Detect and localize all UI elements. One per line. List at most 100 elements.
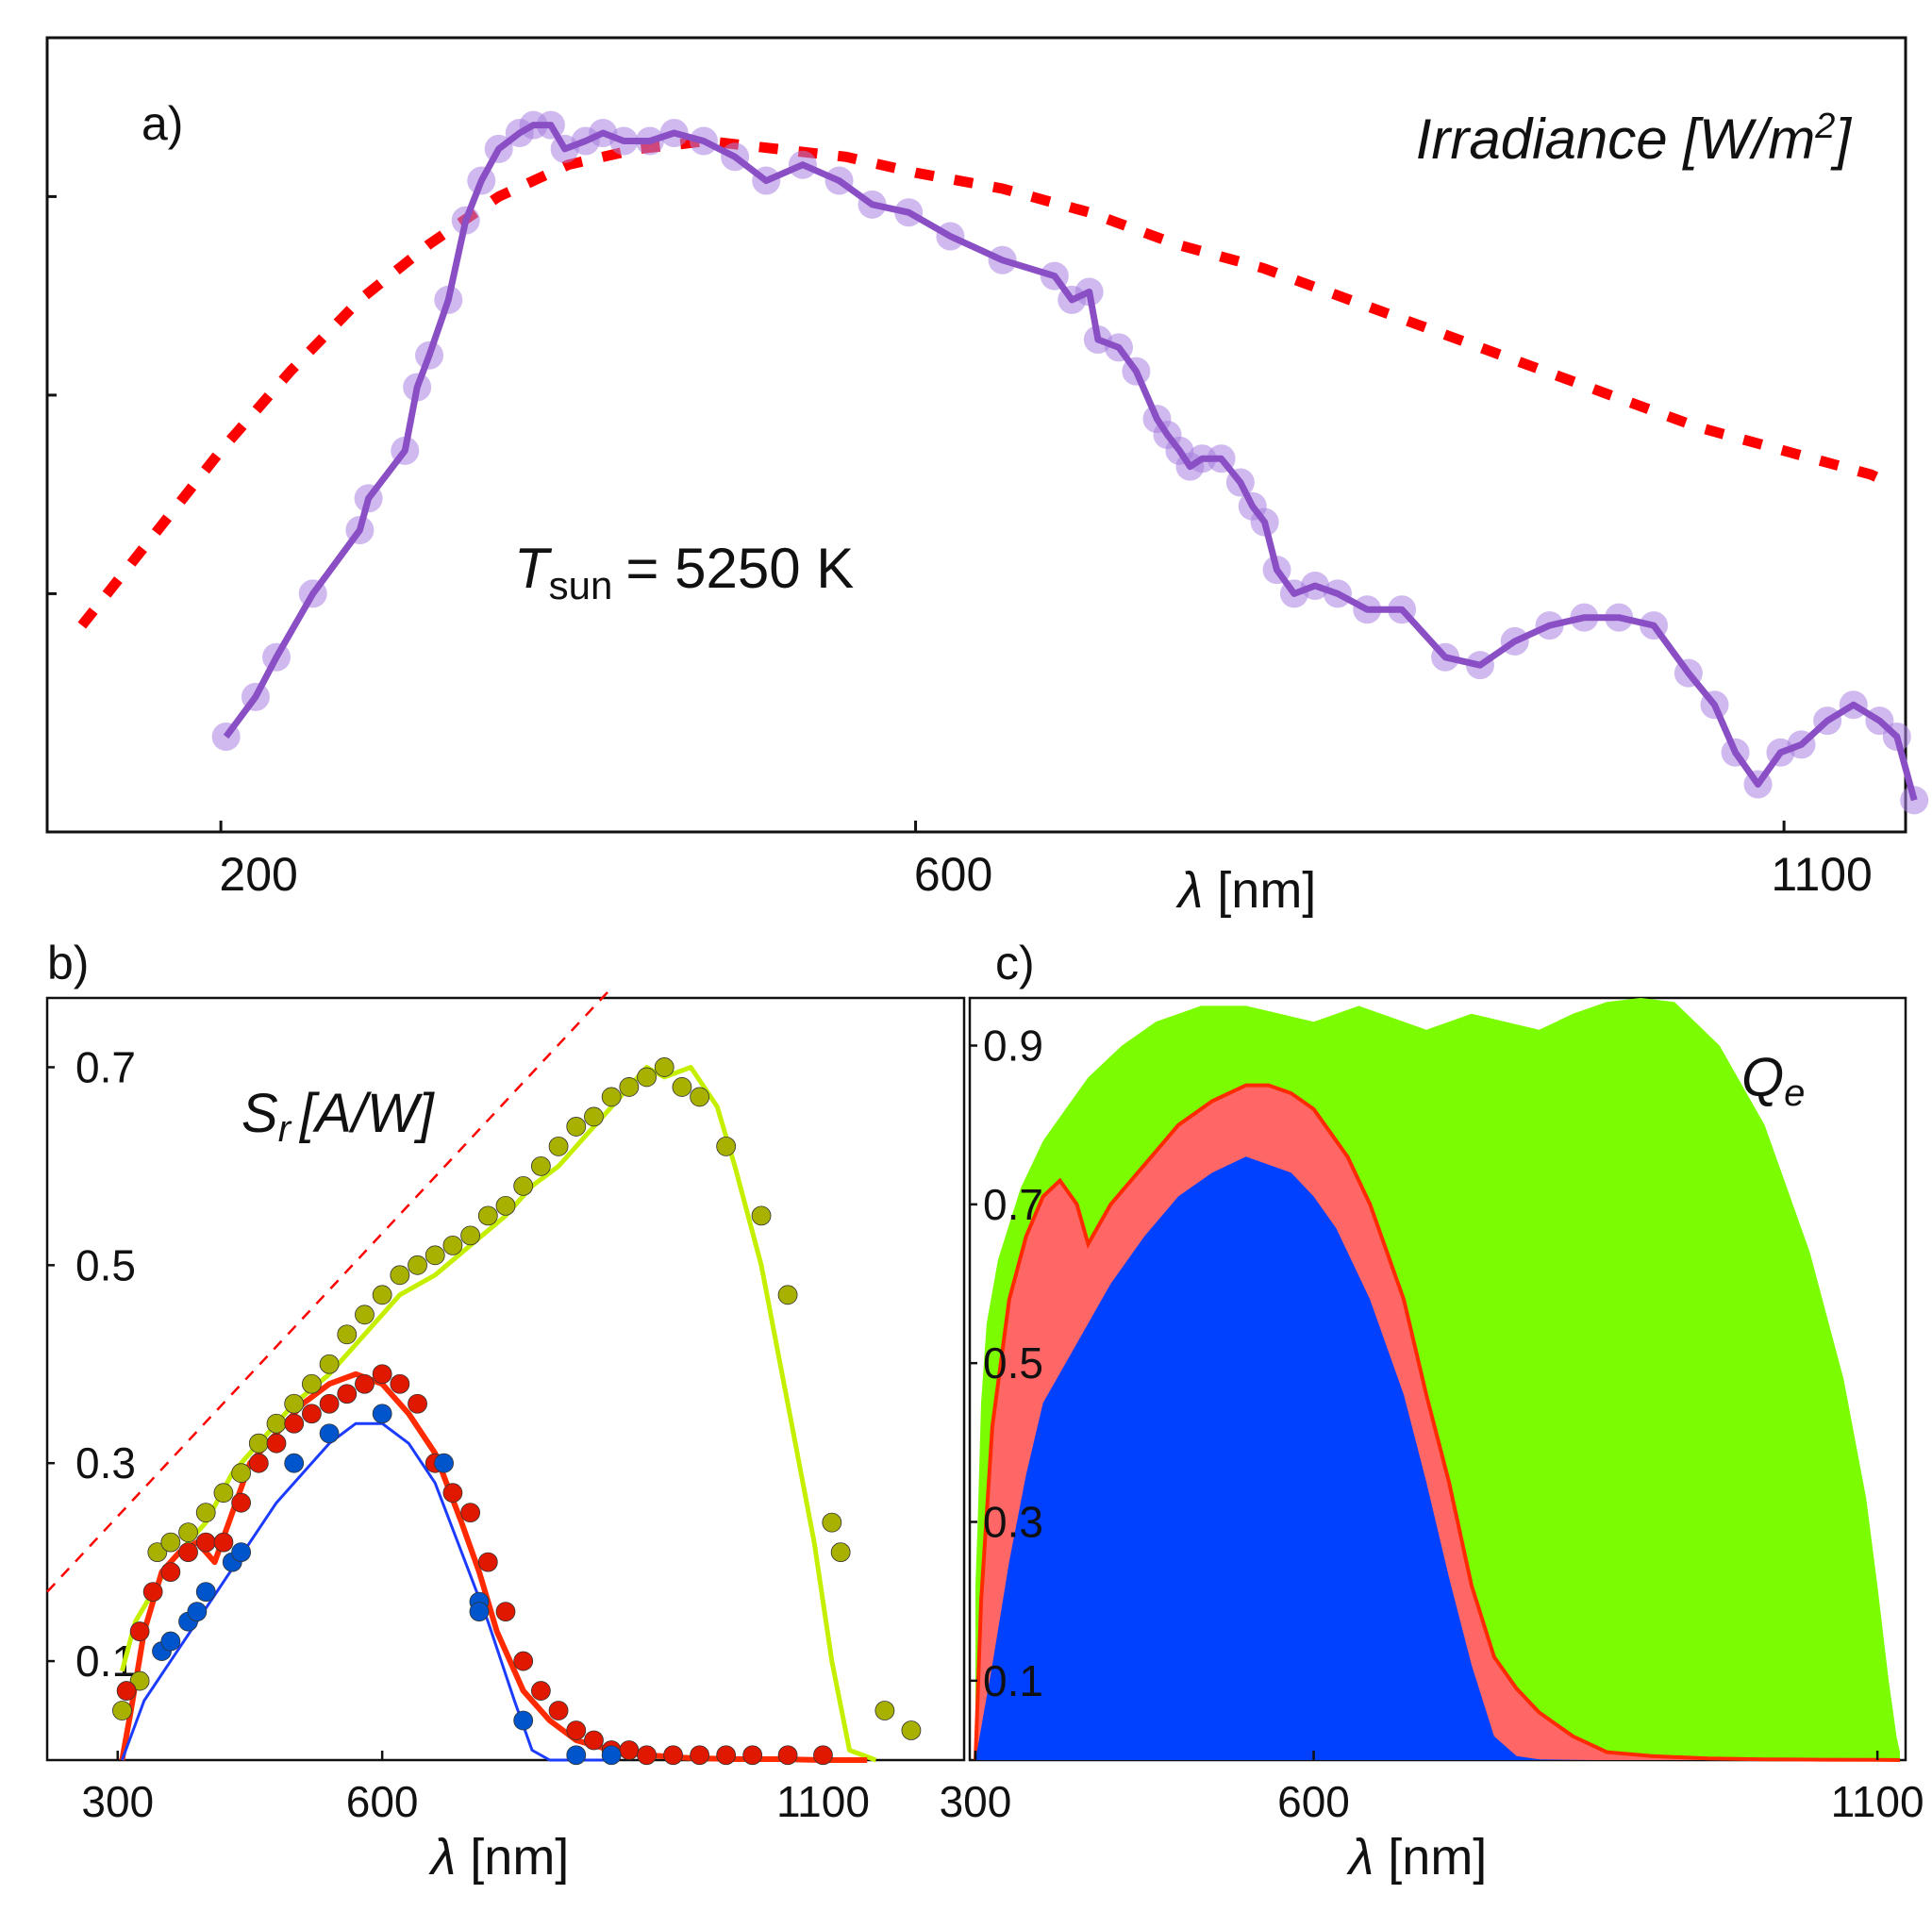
sr-point-green [213,1483,234,1504]
sr-point-red [355,1373,375,1394]
sr-point-green [284,1393,305,1414]
sr-point-green [874,1701,895,1720]
sr-point-red [408,1393,427,1414]
tsun-symbol: T [514,537,553,600]
c-xtick-label: 600 [1277,1777,1350,1826]
sr-point-green [777,1285,798,1305]
c-ytick-label: 0.3 [983,1498,1043,1547]
panel-b-xlabel-symbol: λ [428,1829,457,1886]
sr-point-red [301,1404,322,1424]
a-xtick-label: 200 [219,848,297,901]
sr-point-red [690,1745,710,1766]
sr-point-red [663,1745,683,1766]
panel-b-xlabel-unit: [nm] [470,1829,569,1886]
panel-a: 200 600 1100 a) Irradiance [W/m2] Tsun = 52… [45,36,1929,919]
ideal-response-line [46,987,613,1593]
irradiance-title: Irradiance [W/m2] [1416,107,1853,171]
responsivity-curves [119,1065,877,1763]
sr-point-red [195,1532,216,1553]
panel-a-label: a) [142,97,183,150]
sr-point-green [513,1175,534,1196]
sr-point-green [830,1542,851,1563]
sr-point-green [319,1354,340,1374]
tsun-annotation: Tsun = 5250 K [514,537,854,607]
sr-point-green [584,1106,604,1127]
sr-point-green [619,1077,640,1097]
panel-b-frame [45,996,966,1762]
irradiance-curve [223,122,1918,802]
b-xtick-label: 300 [81,1777,154,1826]
qe-area-blue [975,1156,1900,1760]
sr-point-red [813,1745,833,1766]
sr-point-red [372,1364,392,1385]
sr-point-blue [231,1542,252,1563]
panel-b-xlabel: λ [nm] [428,1829,570,1886]
sr-point-blue [372,1404,392,1424]
sr-point-blue [566,1745,587,1766]
panel-a-xlabel: λ [nm] [1175,862,1317,919]
sr-point-green [147,1542,168,1563]
sr-point-green [477,1205,498,1226]
sr-point-green [390,1265,410,1286]
c-ytick-label: 0.1 [983,1656,1043,1705]
sr-point-red [548,1701,569,1720]
sr-point-red [566,1720,587,1740]
c-xtick-label: 1100 [1831,1777,1924,1826]
sr-point-blue [319,1423,340,1444]
sr-point-red [477,1552,498,1572]
sr-point-red [619,1740,640,1760]
panel-c-ticks: 300 600 1100 0.1 0.3 0.5 0.7 0.9 [940,1022,1924,1827]
sr-point-red [530,1681,551,1701]
panel-a-frame [45,36,1907,834]
sr-point-green [178,1522,198,1543]
sr-point-red [584,1730,604,1751]
sr-point-red [495,1602,516,1621]
sr-point-green [248,1433,269,1454]
sr-point-green [601,1087,622,1107]
sr-point-green [112,1701,132,1720]
qe-subscript: e [1784,1072,1805,1114]
c-ytick-label: 0.5 [983,1338,1043,1388]
sr-point-green [160,1532,181,1553]
panel-c-label: c) [995,937,1035,989]
b-ytick-label: 0.5 [75,1240,136,1289]
irradiance-line [223,122,1918,802]
sr-unit: [A/W] [298,1083,436,1144]
b-xtick-label: 600 [346,1777,419,1826]
qe-symbol: Q [1741,1047,1784,1108]
panel-c: c) 300 600 1100 0.1 0.3 0.5 0.7 0.9 Qe λ [nm] [940,937,1924,1886]
panel-a-xlabel-unit: [nm] [1217,862,1316,919]
sr-point-blue [195,1582,216,1603]
sr-point-green [372,1285,392,1305]
sr-point-blue [434,1453,454,1473]
sr-point-red [637,1745,657,1766]
b-ytick-label: 0.3 [75,1438,136,1487]
sr-point-red [284,1413,305,1434]
sr-point-red [716,1745,737,1766]
irradiance-title-end: ] [1830,108,1852,171]
sr-point-green [530,1155,551,1176]
a-xtick-label: 600 [914,848,992,901]
c-xtick-label: 300 [940,1777,1012,1826]
sr-point-green [495,1195,516,1216]
panel-a-xlabel-symbol: λ [1175,862,1204,919]
sr-point-blue [284,1453,305,1473]
sr-point-green [231,1463,252,1484]
sr-point-red [390,1373,410,1394]
qe-title: Qe [1741,1047,1805,1114]
sr-point-green [355,1304,375,1325]
sr-point-red [142,1582,163,1603]
sr-point-red [442,1483,463,1504]
sr-point-red [160,1562,181,1583]
sr-point-green [408,1255,427,1275]
sr-point-red [319,1393,340,1414]
irradiance-title-main: Irradiance [W/m [1416,108,1815,171]
sr-point-red [213,1532,234,1553]
sr-point-blue [601,1745,622,1766]
sr-point-green [548,1137,569,1156]
irradiance-point [1900,786,1929,815]
sr-point-red [460,1503,481,1523]
sr-point-green [751,1205,772,1226]
